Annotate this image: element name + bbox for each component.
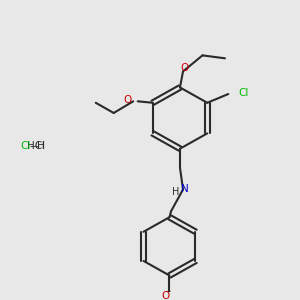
Text: N: N	[181, 184, 188, 194]
Text: O: O	[124, 95, 132, 105]
Text: H: H	[37, 141, 44, 151]
Text: HCl: HCl	[27, 141, 45, 151]
Text: O: O	[180, 63, 189, 73]
Text: H: H	[172, 188, 179, 197]
Text: —: —	[30, 141, 39, 151]
Text: Cl: Cl	[20, 141, 31, 151]
Text: Cl: Cl	[239, 88, 249, 98]
Text: O: O	[162, 291, 170, 300]
